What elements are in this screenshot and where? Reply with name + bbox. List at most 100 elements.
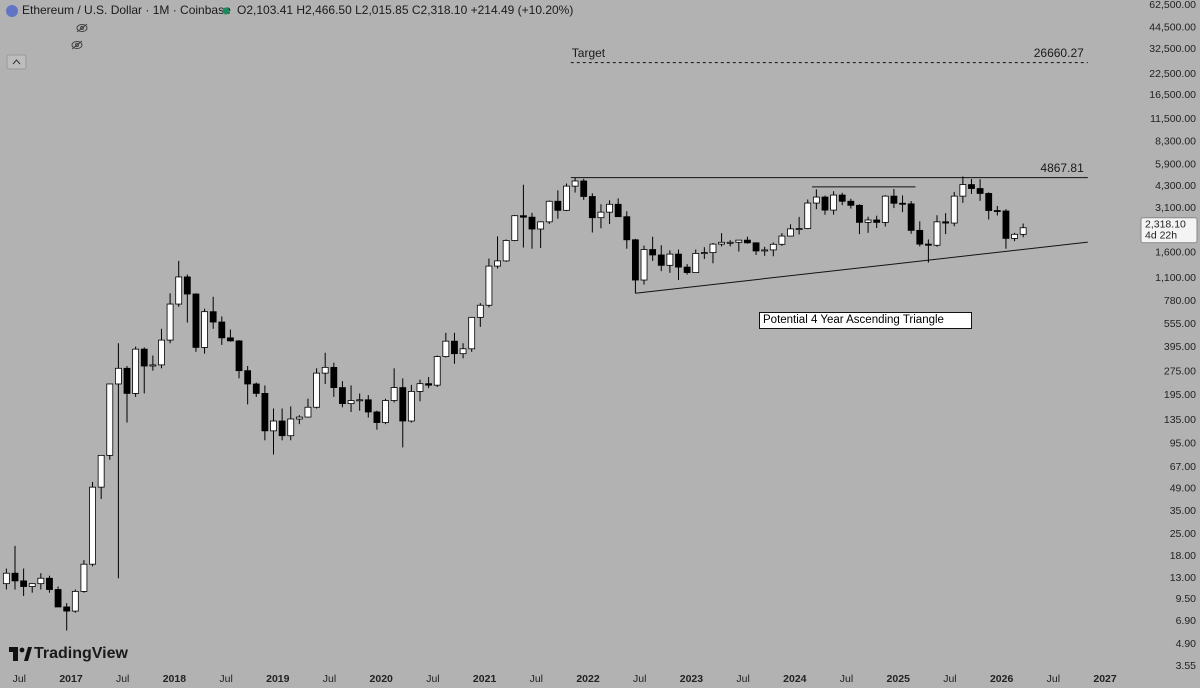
hide-icon[interactable] — [76, 23, 88, 33]
candle-body — [347, 400, 355, 405]
candle-body — [864, 219, 872, 223]
candle-body — [71, 591, 79, 612]
candle-body — [554, 200, 562, 211]
candle-body — [192, 293, 200, 348]
candle-body — [545, 200, 553, 223]
line-value: 4867.81 — [1040, 161, 1084, 175]
candle-body — [54, 589, 62, 608]
candle-body — [993, 210, 1001, 212]
y-tick-label: 8,300.00 — [1155, 135, 1196, 147]
candle-body — [278, 420, 286, 437]
x-tick-label: Jul — [840, 673, 853, 685]
y-tick-label: 95.00 — [1170, 438, 1196, 450]
market-status — [222, 7, 230, 15]
candle-body — [916, 229, 924, 245]
candle-body — [890, 195, 898, 204]
y-tick-label: 32,500.00 — [1149, 43, 1196, 55]
candle-body — [218, 321, 226, 339]
low-value: L2,015.85 — [355, 3, 409, 17]
candle-body — [873, 219, 881, 223]
candle-body — [735, 239, 743, 243]
y-tick-label: 3.55 — [1176, 660, 1197, 672]
y-tick-label: 62,500.00 — [1149, 0, 1196, 11]
candle-body — [1019, 227, 1027, 235]
candle-body — [201, 311, 208, 348]
candle-body — [761, 249, 769, 252]
y-tick-label: 1,600.00 — [1155, 247, 1196, 259]
x-tick-label: 2021 — [473, 673, 497, 685]
hide-icon[interactable] — [71, 40, 83, 50]
eth-icon — [6, 5, 18, 17]
candle-body — [46, 577, 53, 590]
candle-body — [11, 572, 19, 582]
x-tick-label: Jul — [530, 673, 543, 685]
x-tick-label: Jul — [323, 673, 336, 685]
candle-body — [485, 265, 493, 306]
candle-body — [924, 243, 932, 246]
candle-body — [37, 577, 45, 585]
candle-body — [244, 370, 252, 385]
candle-body — [847, 200, 855, 206]
x-tick-label: 2019 — [266, 673, 290, 685]
candle-body — [976, 188, 984, 194]
y-tick-label: 22,500.00 — [1149, 68, 1196, 80]
candle-body — [235, 340, 243, 372]
candle-body — [158, 339, 165, 366]
collapse-button[interactable] — [6, 54, 27, 70]
candle-body — [787, 228, 794, 237]
candle-body — [563, 185, 570, 211]
y-tick-label: 4.90 — [1176, 638, 1197, 650]
candle-body — [838, 194, 846, 202]
candle-body — [623, 216, 631, 241]
open-value: O2,103.41 — [237, 3, 293, 17]
candle-body — [580, 180, 588, 197]
high-value: H2,466.50 — [296, 3, 352, 17]
candle-body — [666, 253, 674, 266]
candle-body — [692, 253, 700, 273]
y-tick-label: 13.00 — [1170, 572, 1196, 584]
candle-body — [2, 572, 10, 585]
candle-body — [304, 406, 312, 418]
y-tick-label: 49.00 — [1170, 482, 1196, 494]
candle-body — [114, 367, 122, 385]
line-value: 26660.27 — [1034, 46, 1084, 60]
candle-body — [933, 221, 941, 246]
y-tick-label: 780.00 — [1164, 295, 1196, 307]
x-tick-label: Jul — [219, 673, 232, 685]
candle-body — [28, 583, 36, 587]
candle-body — [459, 348, 467, 355]
candle-body — [1002, 210, 1010, 239]
x-tick-label: Jul — [1047, 673, 1060, 685]
candle-body — [959, 184, 967, 197]
x-tick-label: 2023 — [680, 673, 704, 685]
candle-body — [968, 184, 975, 189]
candle-body — [97, 454, 105, 488]
candle-body — [675, 253, 682, 268]
x-tick-label: Jul — [943, 673, 956, 685]
candle-body — [606, 203, 613, 213]
candle-body — [468, 316, 476, 350]
candle-body — [149, 364, 157, 367]
candle-body — [330, 366, 338, 388]
candle-body — [588, 196, 596, 219]
note-box: Potential 4 Year Ascending Triangle — [759, 312, 972, 329]
x-tick-label: 2027 — [1093, 673, 1117, 685]
x-tick-label: Jul — [633, 673, 646, 685]
y-tick-label: 44,500.00 — [1149, 22, 1196, 34]
x-tick-label: 2024 — [783, 673, 807, 685]
y-tick-label: 25.00 — [1170, 528, 1196, 540]
candle-body — [709, 243, 717, 254]
candle-body — [433, 356, 441, 386]
candle-body — [476, 304, 484, 318]
y-tick-label: 9.50 — [1176, 593, 1197, 605]
x-tick-label: Jul — [426, 673, 439, 685]
y-tick-label: 6.90 — [1176, 615, 1197, 627]
candle-body — [20, 580, 28, 587]
y-tick-label: 18.00 — [1170, 550, 1196, 562]
candle-body — [451, 340, 458, 355]
y-tick-label: 3,100.00 — [1155, 202, 1196, 214]
candle-body — [313, 372, 320, 408]
candle-body — [778, 235, 786, 245]
